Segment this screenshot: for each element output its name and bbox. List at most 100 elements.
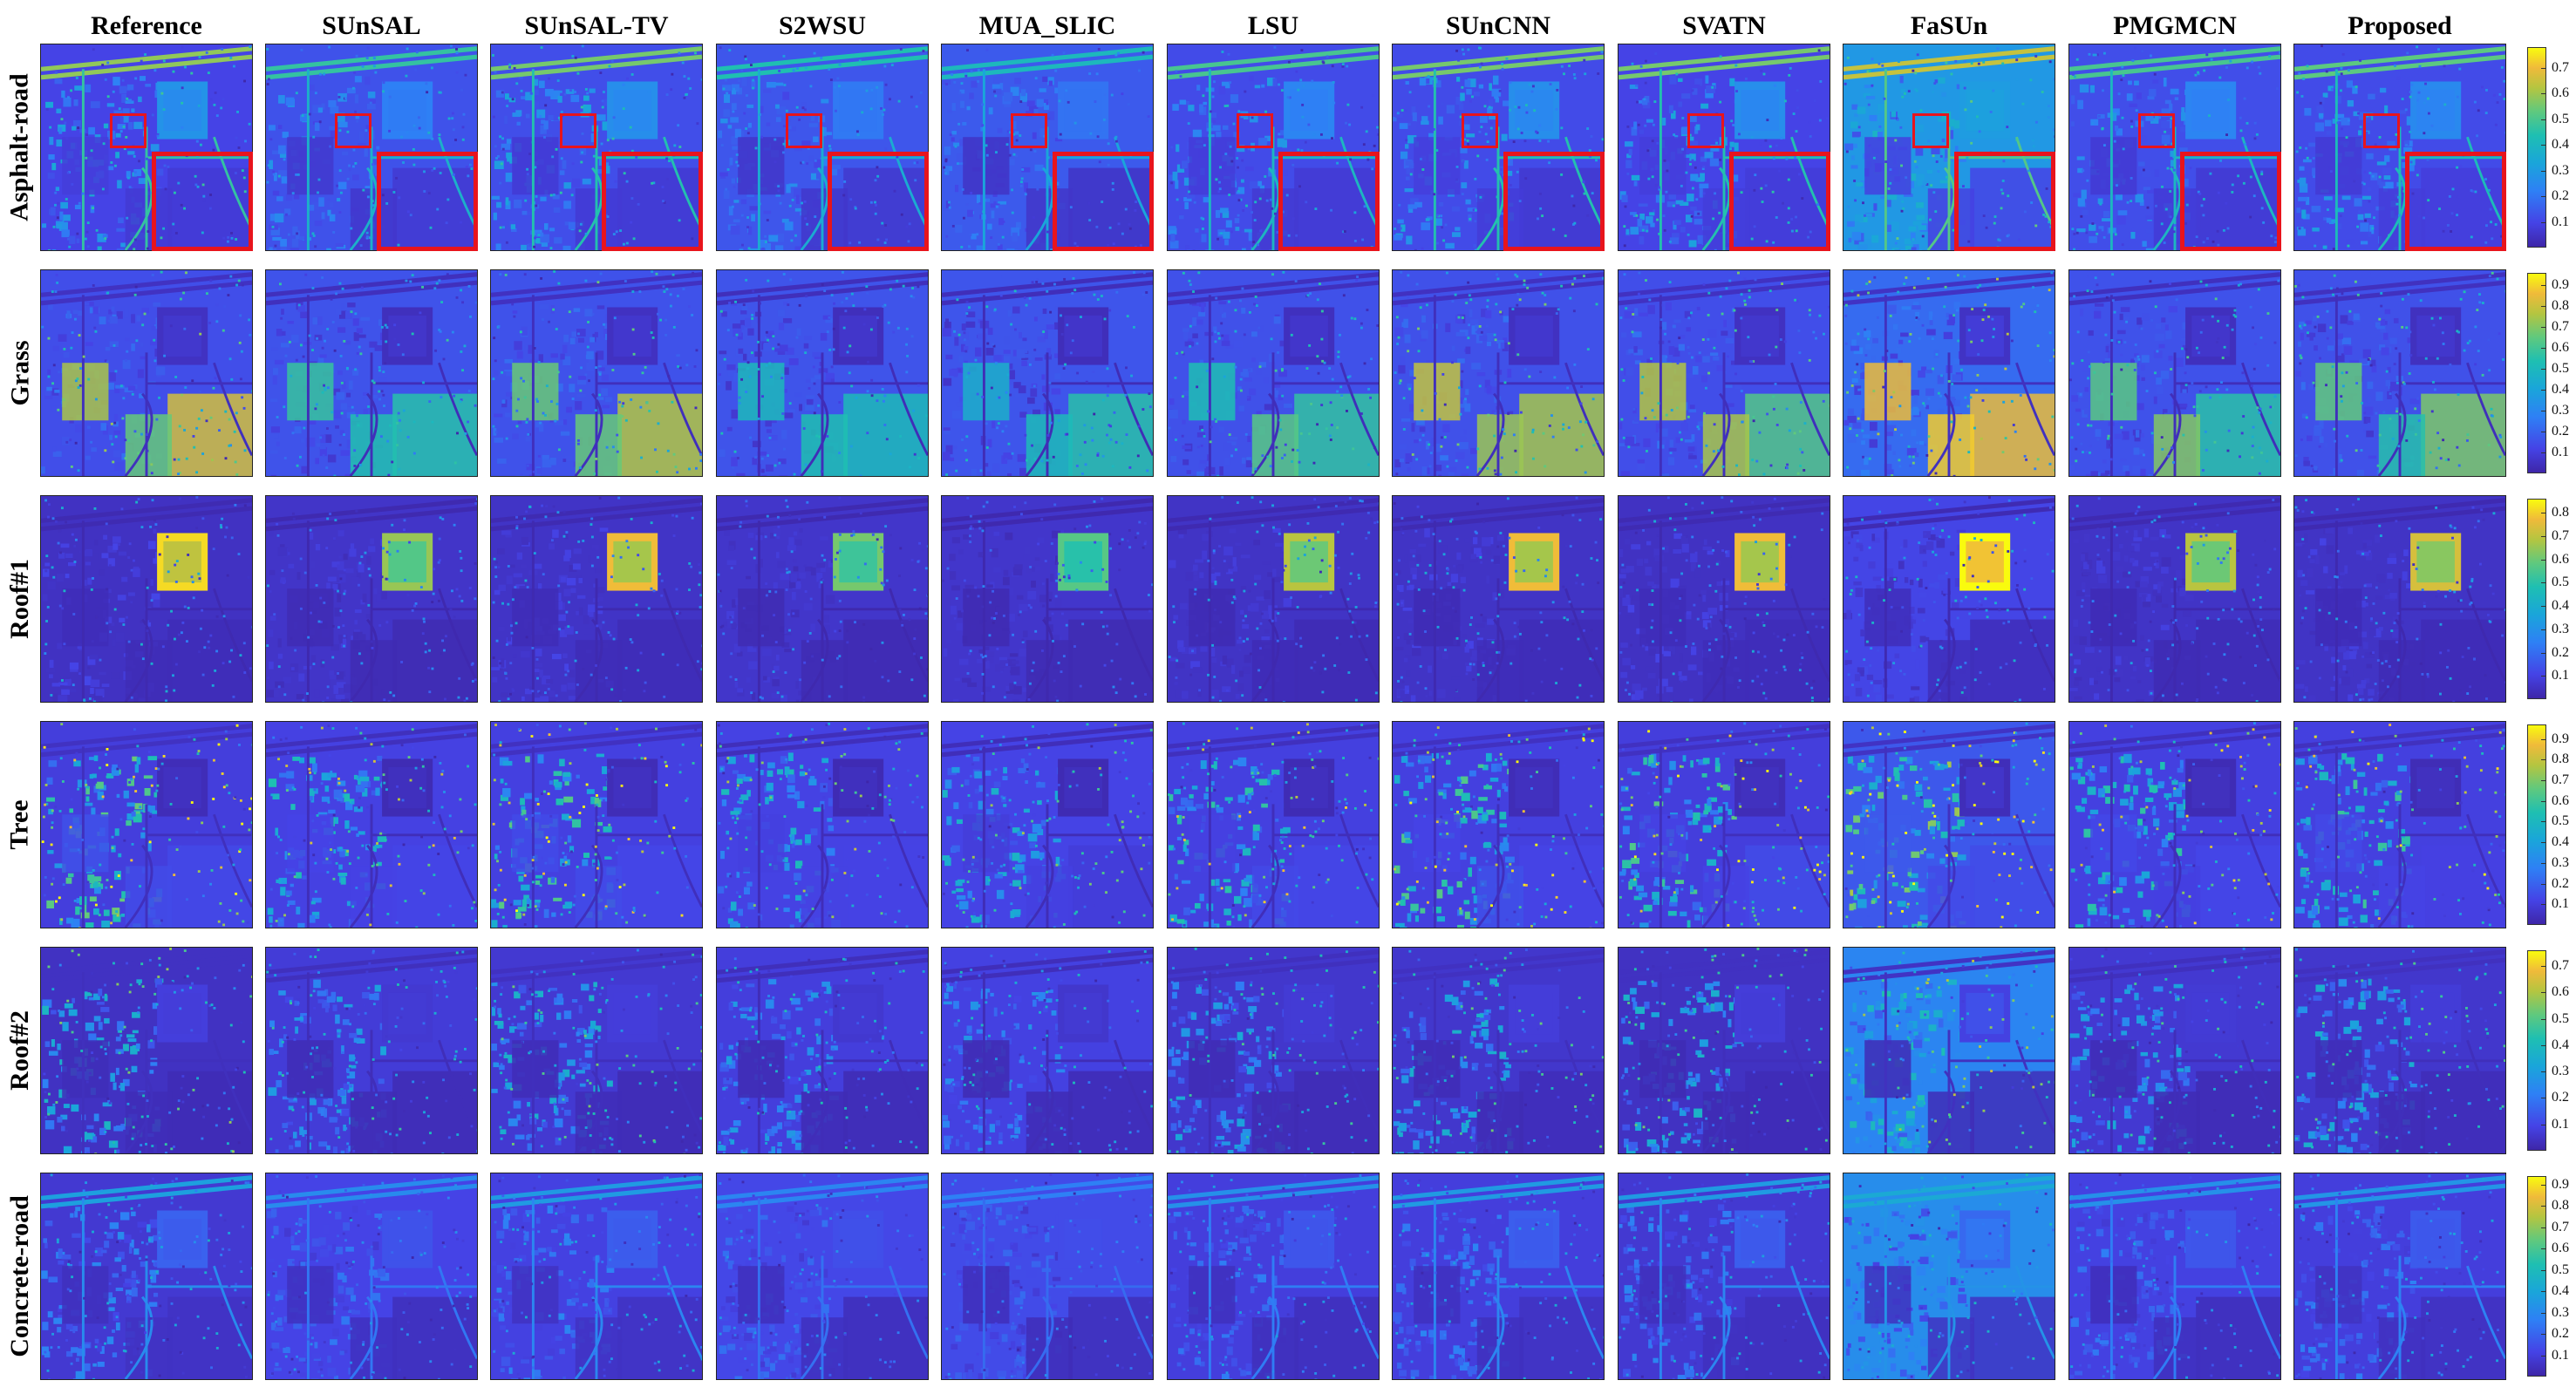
abundance-map-tree-proposed — [2293, 721, 2506, 928]
column-header-fasun: FaSUn — [1910, 11, 1988, 40]
row-label-roof-2: Roof#2 — [0, 947, 40, 1154]
colorbar — [2527, 47, 2546, 248]
colorbar-tick-label: 0.8 — [2552, 298, 2569, 314]
colorbar-tick-mark — [2541, 327, 2546, 329]
colorbar-tick-label: 0.9 — [2552, 277, 2569, 293]
abundance-map-grass-s2wsu — [716, 269, 929, 477]
colorbar-tick-mark — [2541, 67, 2546, 69]
colorbar — [2527, 1176, 2546, 1377]
column-header-suncnn: SUnCNN — [1445, 11, 1551, 40]
abundance-map-tree-reference — [40, 721, 253, 928]
colorbar-tick-mark — [2541, 1184, 2546, 1186]
colorbar-tick-label: 0.8 — [2552, 505, 2569, 520]
colorbar-tick-label: 0.7 — [2552, 527, 2569, 543]
colorbar-tick-mark — [2541, 1206, 2546, 1207]
abundance-map-roof-1-sunsal — [265, 495, 478, 703]
colorbar-tick-label: 0.6 — [2552, 792, 2569, 808]
column-header-proposed: Proposed — [2348, 11, 2452, 40]
row-label-text: Tree — [5, 799, 34, 850]
colorbar-tick-label: 0.4 — [2552, 382, 2569, 398]
colorbar-tick-mark — [2541, 306, 2546, 308]
colorbar — [2527, 499, 2546, 699]
abundance-map-roof-1-lsu — [1167, 495, 1380, 703]
colorbar-tick-label: 0.6 — [2552, 85, 2569, 101]
abundance-map-roof-2-pmgmcn — [2068, 947, 2281, 1154]
abundance-map-asphalt-road-sunsal — [265, 44, 478, 251]
colorbar-tick-label: 0.1 — [2552, 1116, 2569, 1132]
row-label-tree: Tree — [0, 721, 40, 928]
colorbar-tick-label: 0.1 — [2552, 1347, 2569, 1363]
row-label-roof-1: Roof#1 — [0, 495, 40, 703]
abundance-map-concrete-road-lsu — [1167, 1173, 1380, 1380]
colorbar-tick-mark — [2541, 369, 2546, 371]
colorbar-tick-label: 0.2 — [2552, 875, 2569, 891]
abundance-map-roof-2-mua-slic — [941, 947, 1154, 1154]
colorbar-tick-mark — [2541, 904, 2546, 906]
abundance-map-concrete-road-pmgmcn — [2068, 1173, 2281, 1380]
colorbar-tick-label: 0.7 — [2552, 772, 2569, 788]
abundance-map-tree-mua-slic — [941, 721, 1154, 928]
colorbar — [2527, 724, 2546, 925]
abundance-map-concrete-road-proposed — [2293, 1173, 2506, 1380]
colorbar-tick-mark — [2541, 1227, 2546, 1228]
abundance-map-roof-1-mua-slic — [941, 495, 1154, 703]
row-label-asphalt-road: Asphalt-road — [0, 44, 40, 251]
colorbar-tick-label: 0.3 — [2552, 1064, 2569, 1079]
colorbar-tick-mark — [2541, 992, 2546, 994]
colorbar-tick-label: 0.3 — [2552, 621, 2569, 636]
colorbar-tick-mark — [2541, 1269, 2546, 1271]
colorbar-tick-mark — [2541, 1355, 2546, 1357]
colorbar-tick-label: 0.2 — [2552, 1326, 2569, 1342]
colorbar-tick-mark — [2541, 1312, 2546, 1314]
abundance-map-roof-1-sunsal-tv — [490, 495, 703, 703]
colorbar-tick-label: 0.6 — [2552, 984, 2569, 1000]
column-header-sunsal: SUnSAL — [322, 11, 421, 40]
colorbar-tick-label: 0.4 — [2552, 137, 2569, 153]
abundance-map-grass-sunsal — [265, 269, 478, 477]
colorbar-tick-label: 0.7 — [2552, 319, 2569, 335]
colorbar-tick-mark — [2541, 119, 2546, 120]
colorbar-tick-mark — [2541, 535, 2546, 537]
colorbar-tick-mark — [2541, 780, 2546, 782]
abundance-map-concrete-road-svatn — [1618, 1173, 1830, 1380]
colorbar-tick-mark — [2541, 145, 2546, 146]
colorbar-tick-label: 0.7 — [2552, 1219, 2569, 1234]
abundance-map-roof-2-reference — [40, 947, 253, 1154]
colorbar-tick-mark — [2541, 582, 2546, 584]
colorbar-tick-label: 0.1 — [2552, 896, 2569, 912]
abundance-map-roof-2-fasun — [1843, 947, 2055, 1154]
abundance-map-concrete-road-sunsal — [265, 1173, 478, 1380]
abundance-map-tree-suncnn — [1392, 721, 1605, 928]
colorbar-tick-mark — [2541, 606, 2546, 608]
abundance-map-grass-pmgmcn — [2068, 269, 2281, 477]
abundance-map-grass-lsu — [1167, 269, 1380, 477]
abundance-map-grass-suncnn — [1392, 269, 1605, 477]
abundance-map-asphalt-road-pmgmcn — [2068, 44, 2281, 251]
abundance-map-roof-2-lsu — [1167, 947, 1380, 1154]
abundance-map-grass-proposed — [2293, 269, 2506, 477]
abundance-map-roof-1-s2wsu — [716, 495, 929, 703]
row-label-grass: Grass — [0, 269, 40, 477]
abundance-map-concrete-road-s2wsu — [716, 1173, 929, 1380]
abundance-map-roof-1-proposed — [2293, 495, 2506, 703]
abundance-map-tree-svatn — [1618, 721, 1830, 928]
abundance-map-grass-sunsal-tv — [490, 269, 703, 477]
abundance-map-concrete-road-suncnn — [1392, 1173, 1605, 1380]
abundance-map-asphalt-road-proposed — [2293, 44, 2506, 251]
colorbar-tick-mark — [2541, 93, 2546, 95]
colorbar-tick-mark — [2541, 1291, 2546, 1293]
abundance-map-concrete-road-mua-slic — [941, 1173, 1154, 1380]
colorbar-tick-label: 0.5 — [2552, 111, 2569, 126]
abundance-map-roof-2-svatn — [1618, 947, 1830, 1154]
abundance-map-tree-fasun — [1843, 721, 2055, 928]
colorbar-tick-label: 0.7 — [2552, 59, 2569, 75]
colorbar-tick-label: 0.3 — [2552, 1304, 2569, 1320]
colorbar-tick-label: 0.6 — [2552, 340, 2569, 356]
colorbar-tick-label: 0.1 — [2552, 214, 2569, 229]
colorbar-tick-mark — [2541, 883, 2546, 885]
colorbar-tick-label: 0.4 — [2552, 598, 2569, 614]
column-header-pmgmcn: PMGMCN — [2113, 11, 2237, 40]
abundance-map-concrete-road-fasun — [1843, 1173, 2055, 1380]
column-header-reference: Reference — [91, 11, 202, 40]
colorbar-tick-label: 0.4 — [2552, 1283, 2569, 1299]
